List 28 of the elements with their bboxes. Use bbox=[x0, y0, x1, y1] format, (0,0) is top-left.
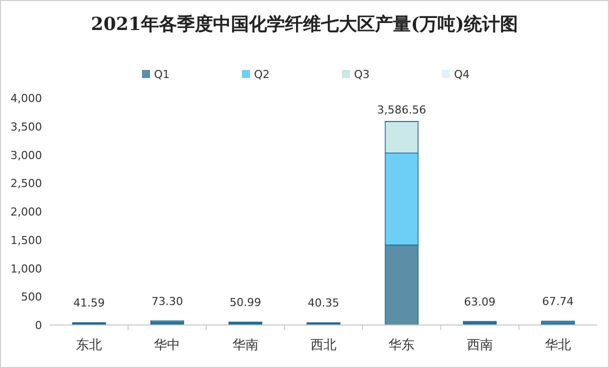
y-tick-label: 1,500 bbox=[10, 234, 42, 247]
x-tick-label: 西北 bbox=[310, 338, 336, 353]
y-tick-label: 4,000 bbox=[10, 92, 42, 105]
x-tick-label: 东北 bbox=[76, 338, 102, 353]
total-label: 73.30 bbox=[151, 294, 183, 308]
x-tick-label: 华中 bbox=[154, 338, 180, 353]
legend-label: Q4 bbox=[454, 68, 470, 81]
x-tick-label: 华东 bbox=[388, 338, 415, 353]
legend-label: Q3 bbox=[354, 68, 370, 81]
y-tick-label: 0 bbox=[35, 319, 42, 332]
y-tick-label: 3,500 bbox=[10, 120, 42, 134]
y-tick-label: 2,000 bbox=[10, 206, 42, 218]
legend-label: Q2 bbox=[254, 68, 270, 81]
y-tick-label: 500 bbox=[21, 290, 42, 304]
x-tick-label: 华南 bbox=[232, 338, 258, 353]
legend-label: Q1 bbox=[154, 68, 170, 81]
y-tick-label: 2,500 bbox=[10, 177, 42, 190]
y-tick-label: 3,000 bbox=[10, 148, 42, 162]
total-label: 41.59 bbox=[73, 296, 105, 310]
y-tick-label: 1,000 bbox=[10, 262, 42, 276]
chart-title: 2021年各季度中国化学纤维七大区产量(万吨)统计图 bbox=[90, 14, 518, 35]
total-label: 63.09 bbox=[464, 295, 496, 308]
x-tick-label: 西南 bbox=[466, 338, 493, 353]
total-label: 40.35 bbox=[308, 296, 340, 310]
total-label: 50.99 bbox=[230, 296, 262, 310]
x-tick-label: 华北 bbox=[544, 338, 571, 353]
total-label: 3,586.56 bbox=[377, 103, 426, 116]
total-label: 67.74 bbox=[542, 295, 574, 308]
